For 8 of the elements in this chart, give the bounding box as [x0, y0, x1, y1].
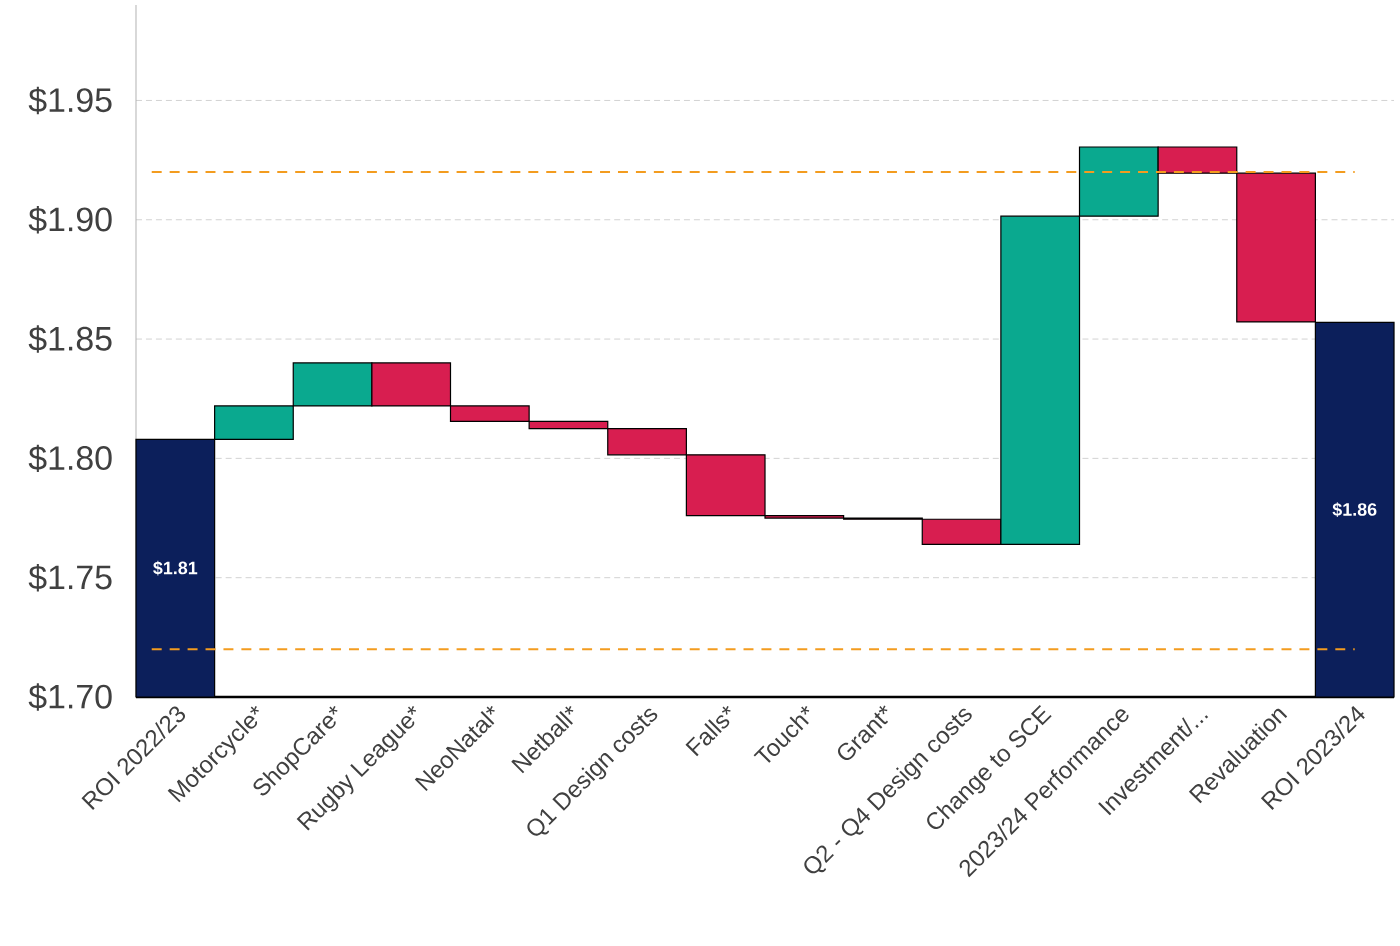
y-tick-label: $1.75	[28, 563, 112, 592]
y-tick-label: $1.80	[28, 444, 112, 473]
data-label: $1.86	[1332, 502, 1377, 518]
y-tick-label: $1.95	[28, 86, 112, 115]
data-label: $1.81	[153, 560, 198, 576]
y-tick-label: $1.90	[28, 206, 112, 234]
y-tick-label: $1.85	[28, 325, 112, 353]
y-tick-label: $1.70	[28, 683, 112, 711]
